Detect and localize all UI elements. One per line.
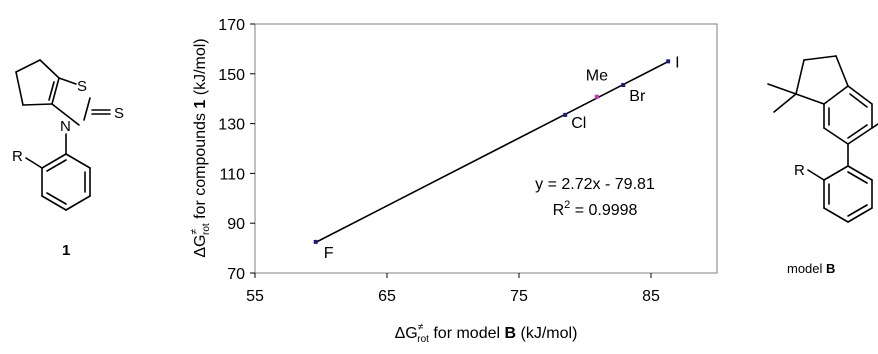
y-tick-label: 150 <box>218 67 245 84</box>
y-axis-title: ΔG≠rot for compounds 1 (kJ/mol) <box>189 38 212 257</box>
atom-s-ring-label: S <box>77 78 87 95</box>
point-label-br: Br <box>629 88 646 105</box>
atom-n-label: N <box>60 118 71 135</box>
y-tick-label: 130 <box>218 117 245 134</box>
plot-area-frame <box>254 23 718 274</box>
point-cl <box>563 112 568 117</box>
x-tick-label: 55 <box>246 288 264 305</box>
y-tick-label: 170 <box>218 17 245 34</box>
fit-line-layer <box>315 60 669 244</box>
correlation-chart: 70 90 110 130 150 170 55 65 75 85 F Cl Me Br I y = 2.… <box>175 0 735 349</box>
compound-1-structure: S S N R 1 <box>0 0 150 349</box>
point-label-cl: Cl <box>571 115 586 132</box>
regression-line <box>315 60 669 244</box>
point-f <box>313 239 318 244</box>
point-i <box>666 59 671 64</box>
regression-equation: y = 2.72x - 79.81 <box>535 176 655 193</box>
model-b-drawing: R model B <box>767 55 878 276</box>
r-squared-label: R2 = 0.9998 <box>553 199 638 219</box>
x-tick-label: 85 <box>642 288 660 305</box>
point-br <box>621 83 626 88</box>
y-tick-label: 110 <box>219 166 245 183</box>
x-tick-label: 65 <box>378 288 396 305</box>
atom-s-thione-label: S <box>114 105 124 122</box>
r-substituent-label: R <box>794 162 805 179</box>
point-label-f: F <box>324 245 334 262</box>
compound-1-drawing: S S N R 1 <box>12 59 124 259</box>
point-label-me: Me <box>586 68 608 85</box>
point-me <box>594 94 599 99</box>
chart-plot: 70 90 110 130 150 170 55 65 75 85 F Cl Me Br I y = 2.… <box>189 17 718 345</box>
point-labels: F Cl Me Br I <box>324 54 680 262</box>
chart-axes: 70 90 110 130 150 170 55 65 75 85 <box>218 17 660 305</box>
r-substituent-label: R <box>12 148 23 165</box>
y-tick-label: 70 <box>227 266 245 283</box>
x-tick-label: 75 <box>510 288 528 305</box>
data-points <box>313 59 671 244</box>
model-b-structure: R model B <box>740 0 878 349</box>
model-b-label: model B <box>787 261 835 276</box>
x-axis-title: ΔG≠ rot for model B (kJ/mol) <box>395 322 578 345</box>
y-tick-label: 90 <box>227 216 245 233</box>
compound-number-label: 1 <box>62 242 70 259</box>
point-label-i: I <box>675 54 679 71</box>
